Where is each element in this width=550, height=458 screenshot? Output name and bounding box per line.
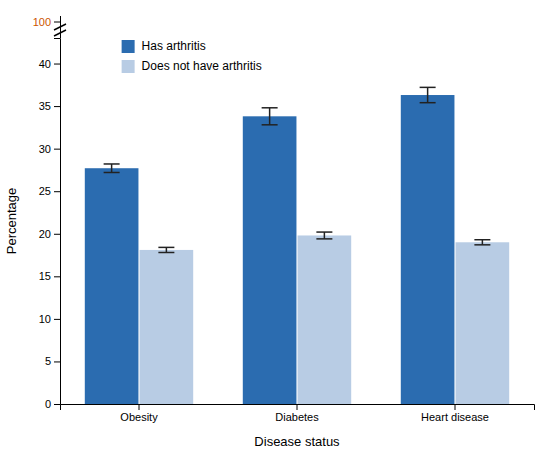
legend-swatch (122, 60, 135, 73)
x-tick: Heart disease (421, 404, 489, 423)
y-axis: 0 5 10 15 20 25 30 35 40 (39, 39, 61, 411)
y-axis-line (54, 39, 61, 405)
x-tick-mark (455, 404, 456, 410)
bar (298, 235, 352, 404)
y-tick-mark (54, 106, 60, 107)
error-bar-cap (420, 87, 436, 89)
error-bar-cap (474, 244, 490, 246)
series (85, 87, 455, 404)
bar (243, 116, 297, 404)
legend-item: Does not have arthritis (122, 59, 262, 73)
error-bar-stem (482, 240, 484, 245)
axis-break-tick (54, 22, 61, 23)
x-axis-line (61, 405, 535, 411)
y-tick: 40 (39, 58, 60, 70)
axis-break-mark (54, 30, 66, 36)
x-tick-mark (139, 404, 140, 410)
y-tick: 0 (45, 398, 60, 410)
axis-break (54, 16, 66, 38)
x-tick: Diabetes (275, 404, 319, 423)
y-tick-mark (54, 149, 60, 150)
error-bar-stem (427, 87, 429, 102)
legend-label: Has arthritis (142, 39, 206, 53)
y-tick: 25 (39, 185, 60, 197)
error-bar-stem (111, 164, 113, 173)
bar (401, 95, 455, 404)
y-tick-label: 0 (45, 398, 51, 410)
error-bar (474, 240, 490, 245)
error-bar-cap (158, 247, 174, 249)
bar (456, 242, 510, 404)
error-bar (104, 164, 120, 173)
x-tick: Obesity (120, 404, 158, 423)
y-tick-label: 15 (39, 270, 51, 282)
x-tick-label: Obesity (120, 411, 158, 423)
y-tick: 15 (39, 270, 60, 282)
error-bar (262, 108, 278, 125)
y-tick: 10 (39, 313, 60, 325)
error-bar-cap (262, 124, 278, 126)
y-tick-mark (54, 404, 60, 405)
y-tick-mark (54, 361, 60, 362)
y-tick-mark (54, 234, 60, 235)
error-bar-cap (420, 102, 436, 104)
y-tick: 20 (39, 228, 60, 240)
x-tick-label: Heart disease (421, 411, 489, 423)
y-tick: 5 (45, 355, 60, 367)
y-tick-label: 25 (39, 185, 51, 197)
chart: Obesity Diabetes Heart disease 0 5 10 15 20 25 30… (0, 0, 550, 458)
x-tick-label: Diabetes (275, 411, 319, 423)
x-tick-mark (297, 404, 298, 410)
y-tick-label: 35 (39, 100, 51, 112)
error-bar-cap (474, 239, 490, 241)
y-tick-label: 20 (39, 228, 51, 240)
y-tick-label: 10 (39, 313, 51, 325)
y-tick-mark (54, 276, 60, 277)
y-tick-label: 40 (39, 58, 51, 70)
error-bar (316, 232, 332, 239)
error-bar-cap (262, 107, 278, 109)
error-bar-cap (158, 252, 174, 254)
legend-swatch (122, 40, 135, 53)
marks (85, 87, 509, 404)
annotation: 100 (33, 16, 51, 28)
bar (140, 250, 194, 404)
error-bar-cap (316, 238, 332, 240)
axis-break-mark (54, 24, 66, 30)
x-axis-title: Disease status (254, 434, 340, 449)
error-bar-stem (324, 232, 326, 239)
bar (85, 168, 139, 404)
x-axis: Obesity Diabetes Heart disease (61, 404, 535, 423)
plot: Obesity Diabetes Heart disease 0 5 10 15 20 25 30… (33, 16, 535, 423)
legend: Has arthritis Does not have arthritis (122, 39, 262, 73)
error-bar-cap (104, 163, 120, 165)
error-bar-cap (104, 172, 120, 174)
y-tick: 30 (39, 143, 60, 155)
y-tick-mark (54, 319, 60, 320)
error-bar (420, 87, 436, 102)
error-bar (158, 247, 174, 252)
y-axis-title: Percentage (4, 188, 19, 255)
legend-label: Does not have arthritis (142, 59, 262, 73)
y-tick-label: 5 (45, 355, 51, 367)
y-tick-mark (54, 64, 60, 65)
legend-item: Has arthritis (122, 39, 206, 53)
y-tick-mark (54, 191, 60, 192)
y-tick: 35 (39, 100, 60, 112)
y-tick-label: 30 (39, 143, 51, 155)
error-bar-cap (316, 231, 332, 233)
error-bar-stem (166, 247, 168, 252)
series (140, 232, 510, 404)
error-bar-stem (269, 108, 271, 125)
